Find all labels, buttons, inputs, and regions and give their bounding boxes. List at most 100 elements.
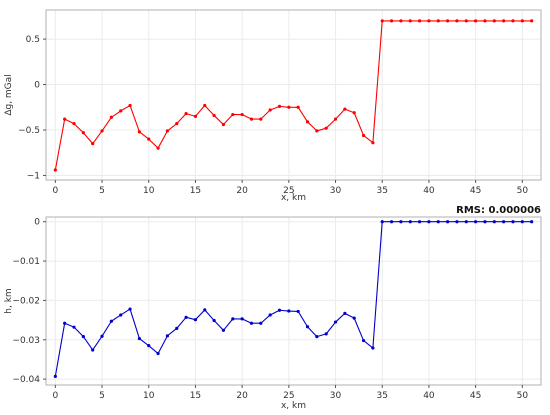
data-point [427, 19, 431, 23]
data-point [259, 117, 263, 121]
data-point [240, 317, 244, 321]
data-point [91, 348, 95, 352]
data-point [277, 308, 282, 312]
x-tick-label: 0 [52, 391, 58, 401]
data-point [511, 220, 515, 224]
data-point [417, 19, 422, 23]
data-point [352, 111, 356, 115]
data-point [343, 107, 347, 111]
data-point [492, 19, 496, 23]
y-tick-label: −1 [27, 171, 40, 181]
data-point [455, 19, 459, 23]
x-tick-label: 40 [423, 391, 435, 401]
data-point [109, 115, 113, 119]
data-point [91, 142, 95, 146]
data-point [184, 315, 188, 319]
data-point [212, 113, 216, 118]
x-tick-label: 5 [99, 391, 105, 401]
data-point [502, 220, 506, 224]
x-tick-label: 10 [143, 391, 155, 401]
data-point [53, 374, 57, 378]
plot-frame [45, 216, 542, 386]
data-point [305, 120, 310, 124]
data-point [502, 19, 506, 23]
top-panel-gravity-anomaly: 0 5 10 15 20 25 30 35 40 45 50 −1 −0.5 0 0.5 x, km Δg, m… [4, 9, 542, 203]
data-point [455, 220, 459, 224]
x-tick-label: 50 [517, 391, 529, 401]
x-axis-label: x, km [281, 193, 306, 203]
data-point [72, 122, 76, 126]
data-point [203, 103, 207, 108]
y-tick-label: −0.03 [12, 336, 40, 346]
y-axis-label: h, km [4, 288, 14, 313]
data-point [72, 325, 76, 329]
data-point [203, 308, 207, 312]
data-point [128, 103, 132, 108]
data-point [446, 220, 450, 224]
data-point [343, 311, 347, 315]
data-point [147, 137, 151, 141]
data-point [380, 19, 384, 23]
data-point [287, 309, 291, 313]
y-tick-label: −0.04 [12, 375, 40, 385]
data-point [389, 19, 394, 23]
data-point [399, 220, 403, 224]
data-point [530, 19, 534, 23]
data-point [361, 133, 366, 138]
data-point [399, 19, 403, 23]
data-point [315, 129, 319, 133]
y-tick-label: −0.5 [18, 126, 40, 136]
data-point [371, 141, 375, 145]
data-point [165, 334, 170, 338]
data-point [324, 332, 328, 336]
data-point [361, 338, 366, 343]
data-point [305, 325, 310, 329]
x-tick-label: 25 [283, 391, 294, 401]
y-tick-label: 0 [34, 218, 40, 228]
data-point [483, 19, 487, 23]
data-point [483, 220, 487, 224]
data-point [119, 109, 123, 113]
series-line [54, 221, 532, 377]
y-axis-label: Δg, mGal [4, 74, 14, 115]
x-tick-label: 15 [190, 186, 201, 196]
x-tick-label: 35 [376, 391, 387, 401]
data-point [492, 220, 496, 224]
data-point [380, 220, 384, 224]
data-point [240, 112, 244, 117]
data-point [268, 313, 272, 317]
data-point [175, 122, 179, 126]
data-point [268, 108, 272, 112]
x-tick-label: 10 [143, 186, 155, 196]
data-point [352, 316, 356, 320]
data-point [165, 129, 170, 133]
data-point [231, 112, 235, 117]
data-point [315, 335, 319, 339]
data-point [137, 336, 141, 341]
data-point [287, 105, 291, 109]
data-point [296, 105, 300, 109]
data-point [249, 321, 254, 325]
data-point [184, 112, 188, 116]
y-tick-label: −0.02 [12, 296, 40, 306]
data-point [333, 117, 338, 121]
data-point [147, 344, 151, 348]
data-point [389, 220, 394, 224]
x-axis-label: x, km [281, 401, 306, 411]
plot-frame [45, 9, 542, 181]
data-point [63, 117, 67, 121]
x-tick-label: 45 [470, 186, 481, 196]
data-point [464, 19, 468, 23]
rms-annotation: RMS: 0.000006 [456, 205, 541, 216]
data-point [175, 326, 179, 330]
data-point [119, 313, 123, 317]
data-point [156, 146, 160, 150]
data-point [221, 122, 226, 127]
x-tick-label: 35 [376, 186, 387, 196]
data-point [333, 320, 338, 324]
y-tick-label: 0.5 [26, 35, 40, 45]
series-line [54, 20, 532, 171]
data-point [128, 307, 132, 311]
data-point [530, 220, 534, 224]
data-point [417, 220, 422, 224]
